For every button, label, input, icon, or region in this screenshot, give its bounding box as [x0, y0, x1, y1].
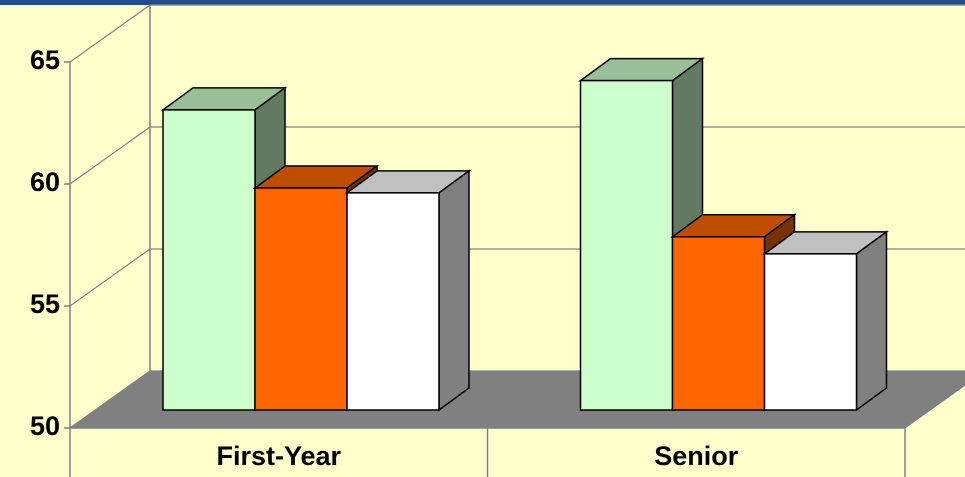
- bar: [162, 109, 256, 411]
- bar: [254, 187, 348, 411]
- bar-side: [855, 230, 888, 412]
- grid-line: [69, 4, 151, 63]
- y-tick-label: 60: [30, 167, 60, 197]
- y-tick-label: 50: [30, 411, 60, 441]
- bar: [763, 253, 858, 411]
- y-tick-label: 65: [30, 45, 60, 75]
- bar-side: [438, 169, 470, 412]
- bar: [579, 79, 674, 411]
- grid-line: [69, 126, 151, 185]
- bar: [346, 192, 440, 411]
- grid-line: [69, 248, 151, 307]
- y-tick-label: 55: [30, 289, 60, 319]
- bar: [671, 236, 766, 411]
- x-tick-label: First-Year: [216, 441, 341, 471]
- top-stripe: [0, 0, 965, 5]
- x-tick-label: Senior: [654, 441, 739, 471]
